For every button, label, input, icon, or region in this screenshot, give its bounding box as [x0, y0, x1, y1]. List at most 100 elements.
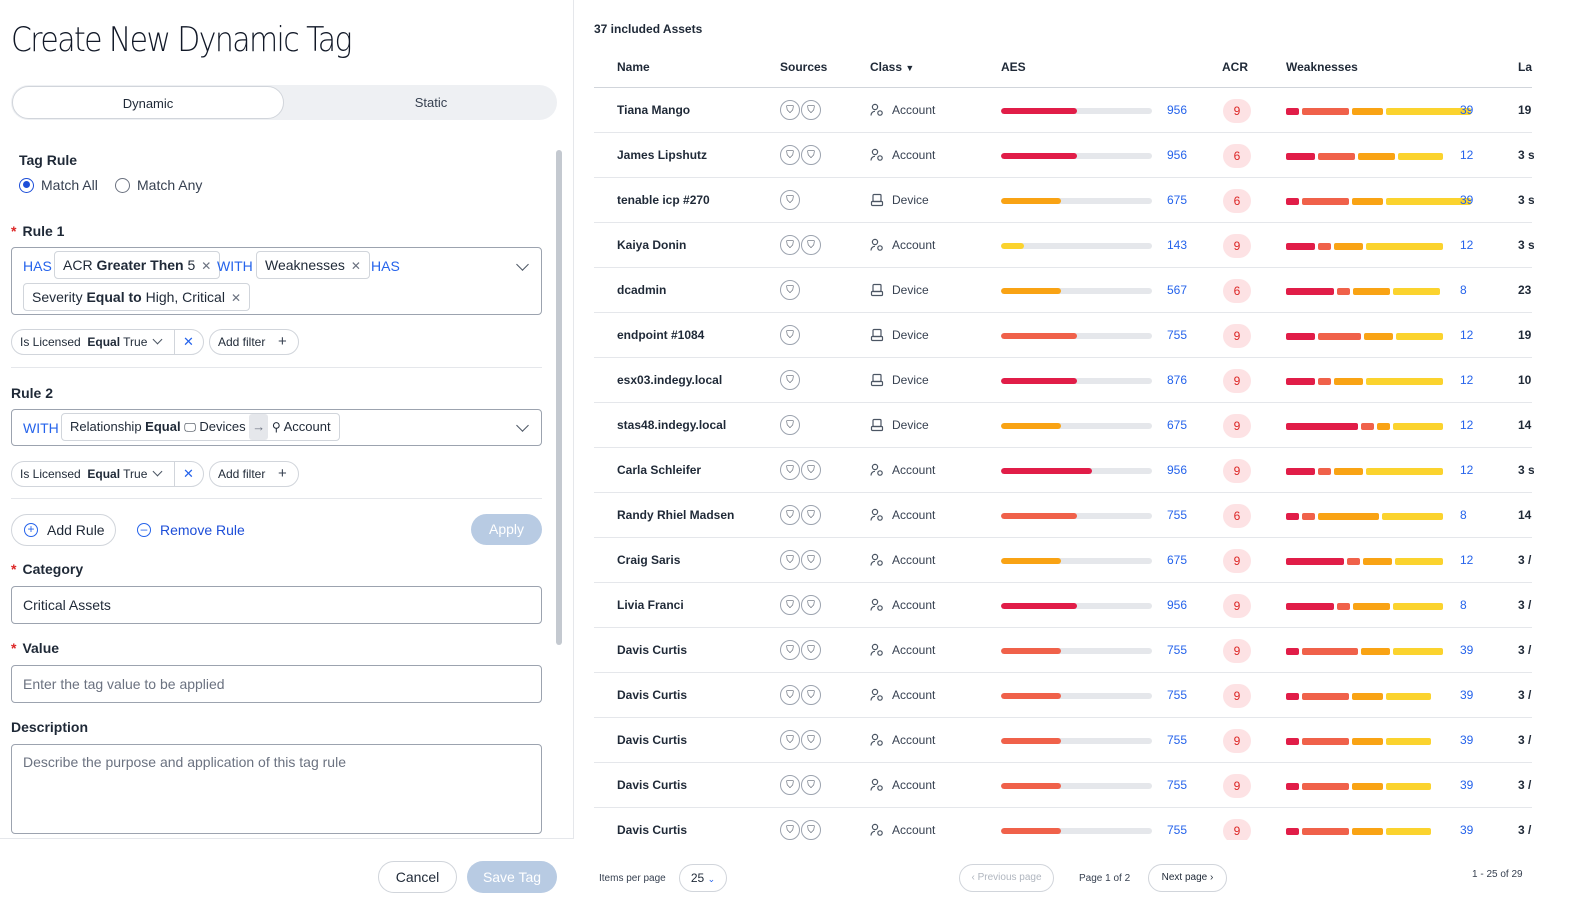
radio-match-any[interactable]: Match Any: [115, 177, 202, 193]
column-class[interactable]: Class ▼: [870, 60, 914, 74]
table-row[interactable]: Craig Saris ⛉ ⛉ Account 675 9 12 3 /: [594, 538, 1532, 583]
table-row[interactable]: Randy Rhiel Madsen ⛉ ⛉ Account 755 6 8 14: [594, 493, 1532, 538]
weaknesses-count[interactable]: 8: [1460, 598, 1467, 612]
form-scrollbar[interactable]: [556, 150, 562, 645]
table-row[interactable]: Carla Schleifer ⛉ ⛉ Account 956 9 12 3 s: [594, 448, 1534, 493]
weaknesses-count[interactable]: 12: [1460, 328, 1474, 342]
weaknesses-count[interactable]: 8: [1460, 283, 1467, 297]
category-input[interactable]: [11, 586, 542, 624]
asset-name[interactable]: Randy Rhiel Madsen: [617, 508, 735, 522]
asset-name[interactable]: James Lipshutz: [617, 148, 708, 162]
table-row[interactable]: Davis Curtis ⛉ ⛉ Account 755 9 39 3 /: [594, 763, 1532, 808]
asset-name[interactable]: Davis Curtis: [617, 643, 688, 657]
asset-name[interactable]: Craig Saris: [617, 553, 681, 567]
asset-name[interactable]: Davis Curtis: [617, 823, 688, 837]
column-sources[interactable]: Sources: [780, 60, 828, 74]
rule2-builder[interactable]: WITH Relationship Equal 🖵 Devices → ⚲ Ac…: [11, 409, 542, 446]
previous-page-button[interactable]: ‹ Previous page: [959, 864, 1054, 892]
column-last-seen[interactable]: La: [1518, 60, 1533, 74]
table-row[interactable]: Tiana Mango ⛉ ⛉ Account 956 9 39 19: [594, 88, 1532, 133]
asset-name[interactable]: tenable icp #270: [617, 193, 710, 207]
rule2-licensed-filter[interactable]: Is Licensed Equal True ✕: [11, 461, 204, 487]
asset-name[interactable]: Kaiya Donin: [617, 238, 687, 252]
weaknesses-count[interactable]: 8: [1460, 508, 1467, 522]
weaknesses-count[interactable]: 12: [1460, 418, 1474, 432]
tab-dynamic[interactable]: Dynamic: [12, 86, 284, 119]
weaknesses-count[interactable]: 12: [1460, 553, 1474, 567]
chevron-down-icon[interactable]: [516, 258, 529, 271]
rule2-relationship-chip[interactable]: Relationship Equal 🖵 Devices → ⚲ Account: [61, 413, 340, 441]
weaknesses-count[interactable]: 12: [1460, 373, 1474, 387]
rule1-licensed-filter[interactable]: Is Licensed Equal True ✕: [11, 329, 204, 355]
rule1-acr-chip[interactable]: ACR Greater Then 5 ✕: [54, 251, 221, 279]
weaknesses-count[interactable]: 12: [1460, 463, 1474, 477]
asset-name[interactable]: Davis Curtis: [617, 688, 688, 702]
close-icon[interactable]: ✕: [183, 334, 194, 349]
asset-name[interactable]: Tiana Mango: [617, 103, 691, 117]
apply-button[interactable]: Apply: [471, 514, 542, 545]
device-icon: [870, 283, 884, 297]
column-weaknesses[interactable]: Weaknesses: [1286, 60, 1358, 74]
close-icon[interactable]: ✕: [230, 291, 242, 305]
table-row[interactable]: esx03.indegy.local ⛉ Device 876 9 12 10: [594, 358, 1532, 403]
table-row[interactable]: Kaiya Donin ⛉ ⛉ Account 143 9 12 3 s: [594, 223, 1534, 268]
table-row[interactable]: dcadmin ⛉ Device 567 6 8 23: [594, 268, 1532, 313]
table-row[interactable]: Davis Curtis ⛉ ⛉ Account 755 9 39 3 /: [594, 718, 1532, 763]
asset-name[interactable]: Davis Curtis: [617, 733, 688, 747]
table-row[interactable]: endpoint #1084 ⛉ Device 755 9 12 19: [594, 313, 1532, 358]
table-row[interactable]: Davis Curtis ⛉ ⛉ Account 755 9 39 3 /: [594, 628, 1532, 673]
last-seen: 10: [1518, 373, 1532, 387]
cancel-button[interactable]: Cancel: [378, 861, 457, 893]
rule1-weaknesses-chip[interactable]: Weaknesses ✕: [256, 251, 370, 279]
weaknesses-count[interactable]: 39: [1460, 778, 1474, 792]
radio-match-all[interactable]: Match All: [19, 177, 98, 193]
weaknesses-count[interactable]: 12: [1460, 148, 1474, 162]
column-aes[interactable]: AES: [1001, 60, 1026, 74]
weaknesses-count[interactable]: 12: [1460, 238, 1474, 252]
filter-value: True: [123, 467, 148, 481]
close-icon[interactable]: ✕: [201, 259, 212, 273]
asset-name[interactable]: stas48.indegy.local: [617, 418, 727, 432]
table-row[interactable]: stas48.indegy.local ⛉ Device 675 9 12 14: [594, 403, 1532, 448]
tab-static[interactable]: Static: [414, 95, 448, 110]
next-page-button[interactable]: Next page ›: [1148, 864, 1227, 892]
asset-name[interactable]: Livia Franci: [617, 598, 684, 612]
table-row[interactable]: Livia Franci ⛉ ⛉ Account 956 9 8 3 /: [594, 583, 1532, 628]
column-name[interactable]: Name: [617, 60, 650, 74]
chevron-down-icon[interactable]: [516, 419, 529, 432]
chevron-down-icon[interactable]: [152, 466, 163, 477]
items-per-page-select[interactable]: 25 ⌄: [679, 864, 727, 892]
rule1-add-filter-button[interactable]: Add filter +: [209, 329, 299, 355]
column-acr[interactable]: ACR: [1222, 60, 1248, 74]
weaknesses-count[interactable]: 39: [1460, 103, 1474, 117]
weaknesses-count[interactable]: 39: [1460, 823, 1474, 837]
remove-rule-button[interactable]: – Remove Rule: [137, 522, 245, 538]
rule1-severity-chip[interactable]: Severity Equal to High, Critical ✕: [23, 283, 251, 311]
table-row[interactable]: James Lipshutz ⛉ ⛉ Account 956 6 12 3 s: [594, 133, 1534, 178]
chevron-down-icon[interactable]: [152, 334, 163, 345]
asset-class-label: Device: [892, 418, 929, 432]
asset-name[interactable]: dcadmin: [617, 283, 667, 297]
asset-name[interactable]: Davis Curtis: [617, 778, 688, 792]
asset-name[interactable]: esx03.indegy.local: [617, 373, 723, 387]
weaknesses-count[interactable]: 39: [1460, 193, 1474, 207]
weaknesses-count[interactable]: 39: [1460, 643, 1474, 657]
weaknesses-count[interactable]: 39: [1460, 733, 1474, 747]
rule2-add-filter-button[interactable]: Add filter +: [209, 461, 299, 487]
table-row[interactable]: tenable icp #270 ⛉ Device 675 6 39 3 s: [594, 178, 1534, 223]
value-label: * Value: [11, 640, 60, 656]
close-icon[interactable]: ✕: [350, 259, 361, 273]
asset-name[interactable]: endpoint #1084: [617, 328, 705, 342]
table-row[interactable]: Davis Curtis ⛉ ⛉ Account 755 9 39 3 /: [594, 808, 1532, 840]
close-icon[interactable]: ✕: [183, 466, 194, 481]
shield-icon: ⛉: [780, 190, 800, 210]
description-textarea[interactable]: [11, 744, 542, 834]
asset-name[interactable]: Carla Schleifer: [617, 463, 702, 477]
table-row[interactable]: Davis Curtis ⛉ ⛉ Account 755 9 39 3 /: [594, 673, 1532, 718]
add-rule-button[interactable]: + Add Rule: [11, 514, 116, 546]
weakness-segment: [1395, 558, 1443, 565]
value-input[interactable]: [11, 665, 542, 703]
rule1-builder[interactable]: HAS ACR Greater Then 5 ✕ WITH Weaknesses ✕…: [11, 247, 542, 315]
save-tag-button[interactable]: Save Tag: [467, 861, 557, 893]
weaknesses-count[interactable]: 39: [1460, 688, 1474, 702]
